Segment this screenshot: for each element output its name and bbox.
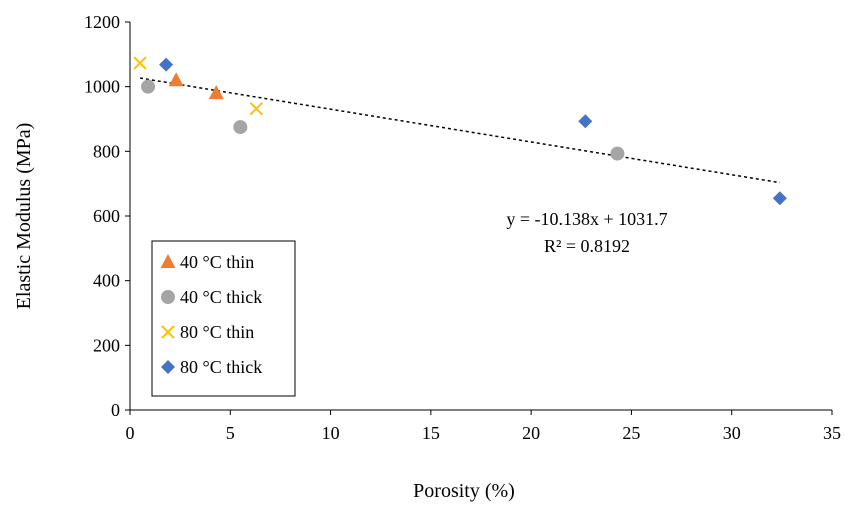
x-tick-label: 35 [823, 423, 841, 443]
legend-marker [161, 360, 175, 374]
data-point [772, 191, 787, 206]
data-point [233, 120, 248, 135]
y-axis-title: Elastic Modulus (MPa) [13, 123, 35, 310]
y-tick-label: 800 [93, 141, 120, 161]
x-axis-title: Porosity (%) [413, 480, 515, 502]
legend-label: 40 °C thin [180, 252, 254, 272]
x-tick-label: 10 [322, 423, 340, 443]
data-point [159, 57, 174, 72]
y-tick-label: 1200 [84, 12, 120, 32]
y-tick-label: 400 [93, 271, 120, 291]
data-point [208, 85, 224, 100]
y-tick-label: 200 [93, 335, 120, 355]
legend-item: 80 °C thick [161, 357, 262, 377]
series [168, 72, 224, 100]
x-tick-label: 15 [422, 423, 440, 443]
y-tick-label: 0 [111, 400, 120, 420]
legend-label: 40 °C thick [180, 287, 262, 307]
x-marker-stroke [249, 101, 264, 116]
y-tick-label: 1000 [84, 77, 120, 97]
series [159, 57, 787, 206]
x-tick-label: 30 [723, 423, 741, 443]
x-marker-stroke [161, 325, 175, 339]
legend-marker [161, 290, 175, 304]
data-point [133, 56, 147, 70]
y-tick-label: 600 [93, 206, 120, 226]
axes [125, 21, 833, 415]
legend-label: 80 °C thin [180, 322, 254, 342]
data-point [141, 79, 156, 94]
data-point [249, 101, 264, 116]
tick-labels: 0 200 400 600 800 1000 1200 0 5 10 15 20 25 30 35 [84, 12, 841, 443]
legend-label: 80 °C thick [180, 357, 262, 377]
trendline-group [139, 77, 780, 184]
legend-item: 80 °C thin [161, 322, 254, 342]
trendline-r-squared: R² = 0.8192 [544, 236, 630, 256]
legend-item: 40 °C thin [160, 252, 254, 272]
data-point [610, 146, 625, 161]
data-point [168, 72, 184, 87]
legend: 40 °C thin 40 °C thick 80 °C thin 80 °C thi… [151, 240, 296, 397]
x-tick-label: 20 [522, 423, 540, 443]
x-tick-label: 5 [226, 423, 235, 443]
data-points [133, 56, 787, 206]
series [141, 79, 625, 161]
data-point [578, 114, 593, 129]
x-tick-label: 25 [622, 423, 640, 443]
x-marker-stroke [133, 56, 147, 70]
series [133, 56, 264, 116]
trendline-equation: y = -10.138x + 1031.7 [506, 209, 667, 229]
x-tick-label: 0 [126, 423, 135, 443]
legend-box [151, 240, 296, 397]
trendline [139, 77, 780, 184]
legend-marker [160, 254, 176, 268]
legend-marker [161, 325, 175, 339]
legend-item: 40 °C thick [161, 287, 262, 307]
